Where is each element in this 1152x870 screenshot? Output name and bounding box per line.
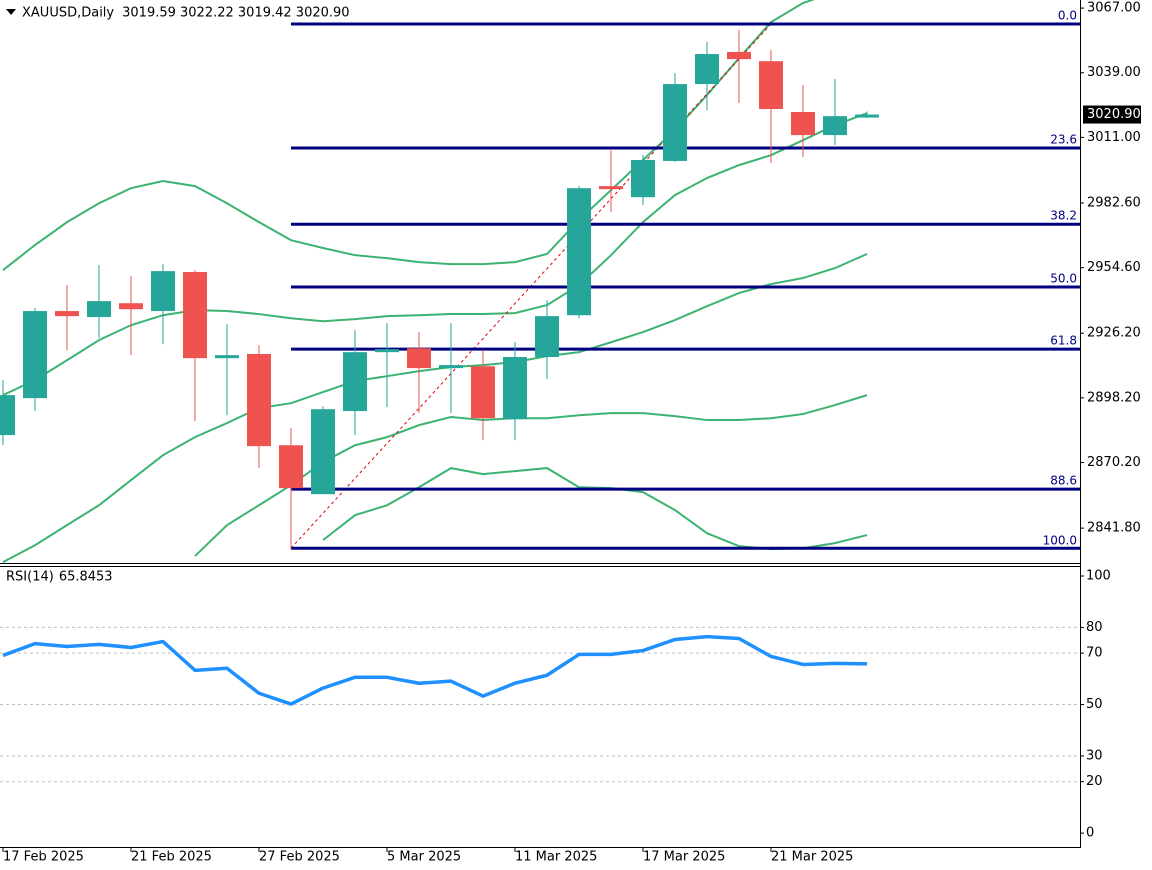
rsi-tick-label: 20 xyxy=(1086,774,1103,789)
rsi-last: 65.8453 xyxy=(59,570,113,585)
candle-body xyxy=(535,316,559,358)
candle-body xyxy=(215,355,239,359)
rsi-tick-label: 50 xyxy=(1086,697,1103,712)
band-line xyxy=(2,0,815,271)
candle-body xyxy=(151,271,175,312)
candle-body xyxy=(119,303,143,310)
rsi-tick-label: 100 xyxy=(1086,568,1111,583)
candle-body xyxy=(87,301,111,318)
fib-label: 88.6 xyxy=(1050,474,1077,488)
candle-body xyxy=(791,111,815,136)
x-tick-label: 17 Mar 2025 xyxy=(643,850,725,865)
candle-body xyxy=(343,352,367,412)
y-tick-label: 3039.00 xyxy=(1087,65,1141,80)
rsi-pane xyxy=(0,626,1080,783)
candle-body xyxy=(855,114,879,118)
candle-body xyxy=(375,349,399,353)
candle-body xyxy=(663,84,687,161)
y-tick-label: 2870.20 xyxy=(1087,455,1141,470)
fib-label: 61.8 xyxy=(1050,334,1077,348)
candle-body xyxy=(0,395,15,436)
candle-body xyxy=(471,366,495,419)
band-line xyxy=(2,112,868,397)
ohlc-readout: 3019.59 3022.22 3019.42 3020.90 xyxy=(122,6,349,21)
candle-body xyxy=(55,311,79,317)
y-tick-label: 3067.00 xyxy=(1087,1,1141,16)
fib-label: 50.0 xyxy=(1050,272,1077,286)
x-tick-label: 11 Mar 2025 xyxy=(515,850,597,865)
candle-body xyxy=(407,348,431,369)
rsi-line xyxy=(2,634,868,706)
rsi-tick-label: 30 xyxy=(1086,748,1103,763)
y-tick-label: 2982.60 xyxy=(1087,195,1141,210)
candle-body xyxy=(695,54,719,85)
price-pane: 0.0 23.6 38.2 50.0 61.8 88.6 100.0 xyxy=(0,0,1080,563)
rsi-tick-label: 80 xyxy=(1086,620,1103,635)
last-price-box xyxy=(1083,105,1141,124)
y-tick-label: 2841.80 xyxy=(1087,521,1141,536)
fib-label: 0.0 xyxy=(1058,9,1077,23)
candle-body xyxy=(631,160,655,198)
band-line xyxy=(194,394,868,557)
candle-body xyxy=(279,445,303,489)
y-tick-label: 2954.60 xyxy=(1087,260,1141,275)
candle-body xyxy=(247,354,271,447)
candle-body xyxy=(567,188,591,316)
candle-body xyxy=(311,409,335,495)
frame xyxy=(0,0,1081,848)
x-tick-label: 21 Mar 2025 xyxy=(771,850,853,865)
x-tick-label: 5 Mar 2025 xyxy=(387,850,461,865)
fib-label: 38.2 xyxy=(1050,209,1077,223)
fib-label: 23.6 xyxy=(1050,133,1077,147)
x-tick-label: 17 Feb 2025 xyxy=(3,850,84,865)
rsi-title: RSI(14) xyxy=(6,570,54,585)
fib-label: 100.0 xyxy=(1043,534,1077,548)
candle-body xyxy=(599,186,623,190)
candle-body xyxy=(823,116,847,136)
candle-body xyxy=(23,311,47,399)
y-tick-label: 2926.20 xyxy=(1087,326,1141,341)
rsi-tick-label: 70 xyxy=(1086,646,1103,661)
candle-body xyxy=(503,357,527,420)
symbol: XAUUSD,Daily xyxy=(22,6,114,21)
candle-body xyxy=(727,51,751,60)
y-tick-label: 2898.20 xyxy=(1087,390,1141,405)
menu-triangle[interactable] xyxy=(6,9,16,15)
last-price-label: 3020.90 xyxy=(1087,107,1141,122)
rsi-tick-label: 0 xyxy=(1086,826,1094,841)
x-tick-label: 27 Feb 2025 xyxy=(259,850,340,865)
candle-body xyxy=(183,272,207,359)
y-tick-label: 3011.00 xyxy=(1087,130,1141,145)
band-line xyxy=(2,253,868,563)
candle-body xyxy=(759,61,783,109)
x-tick-label: 21 Feb 2025 xyxy=(131,850,212,865)
candle-body xyxy=(439,365,463,369)
